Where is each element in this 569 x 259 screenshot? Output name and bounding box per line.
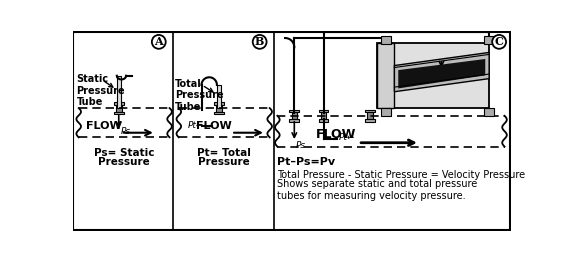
Polygon shape <box>398 59 485 88</box>
Bar <box>114 112 123 114</box>
Text: FLOW: FLOW <box>86 121 122 131</box>
Bar <box>291 112 297 119</box>
Bar <box>217 85 221 108</box>
Bar <box>484 37 494 44</box>
Circle shape <box>492 35 506 49</box>
Bar <box>319 119 328 122</box>
Text: Pt= Total: Pt= Total <box>197 148 251 158</box>
Bar <box>117 76 121 108</box>
Text: Ps: Ps <box>120 127 130 135</box>
Bar <box>365 110 374 112</box>
Bar <box>290 110 299 112</box>
Bar <box>381 37 390 44</box>
Bar <box>381 108 390 116</box>
Text: Static
Pressure
Tube: Static Pressure Tube <box>76 74 125 107</box>
Bar <box>319 110 328 112</box>
Bar <box>377 43 489 108</box>
Text: Pressure: Pressure <box>199 157 250 167</box>
Bar <box>216 105 221 112</box>
Bar <box>214 112 224 114</box>
Bar <box>116 105 122 112</box>
Circle shape <box>152 35 166 49</box>
Circle shape <box>253 35 267 49</box>
Text: Ps= Static: Ps= Static <box>94 148 154 158</box>
Bar <box>114 102 123 105</box>
Text: Pt←: Pt← <box>339 133 356 142</box>
Text: C: C <box>494 36 504 47</box>
Text: Total
Pressure
Tube: Total Pressure Tube <box>175 79 224 112</box>
Text: Pt←: Pt← <box>188 121 204 130</box>
Text: A: A <box>154 36 163 47</box>
Text: Pressure: Pressure <box>98 157 150 167</box>
Polygon shape <box>394 52 489 92</box>
Bar <box>214 102 224 105</box>
Text: Pv: Pv <box>444 69 455 80</box>
Text: Shows separate static and total pressure
tubes for measuring velocity pressure.: Shows separate static and total pressure… <box>277 179 477 200</box>
Text: B: B <box>255 36 265 47</box>
Text: FLOW: FLOW <box>196 121 232 131</box>
Bar <box>367 112 373 119</box>
Text: Total Pressure - Static Pressure = Velocity Pressure: Total Pressure - Static Pressure = Veloc… <box>277 170 526 180</box>
Bar <box>484 108 494 116</box>
Bar <box>365 119 374 122</box>
Bar <box>290 119 299 122</box>
Bar <box>377 43 394 108</box>
Bar <box>321 112 327 119</box>
Text: Pt–Ps=Pv: Pt–Ps=Pv <box>277 157 336 167</box>
Text: FLOW: FLOW <box>316 128 356 141</box>
Text: Ps: Ps <box>296 141 306 150</box>
